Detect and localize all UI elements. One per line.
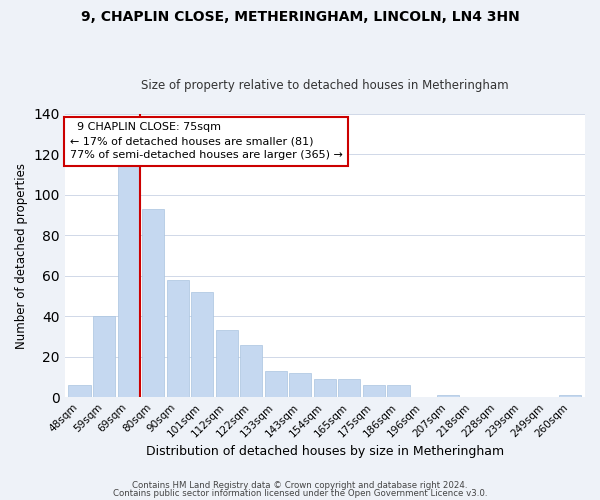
Bar bbox=[167, 280, 189, 397]
Text: 9, CHAPLIN CLOSE, METHERINGHAM, LINCOLN, LN4 3HN: 9, CHAPLIN CLOSE, METHERINGHAM, LINCOLN,… bbox=[80, 10, 520, 24]
Y-axis label: Number of detached properties: Number of detached properties bbox=[15, 162, 28, 348]
Text: Contains public sector information licensed under the Open Government Licence v3: Contains public sector information licen… bbox=[113, 488, 487, 498]
X-axis label: Distribution of detached houses by size in Metheringham: Distribution of detached houses by size … bbox=[146, 444, 504, 458]
Bar bbox=[559, 395, 581, 397]
Text: Contains HM Land Registry data © Crown copyright and database right 2024.: Contains HM Land Registry data © Crown c… bbox=[132, 481, 468, 490]
Bar bbox=[142, 209, 164, 397]
Bar bbox=[289, 373, 311, 397]
Bar bbox=[388, 385, 410, 397]
Bar bbox=[314, 379, 336, 397]
Bar bbox=[216, 330, 238, 397]
Text: 9 CHAPLIN CLOSE: 75sqm
← 17% of detached houses are smaller (81)
77% of semi-det: 9 CHAPLIN CLOSE: 75sqm ← 17% of detached… bbox=[70, 122, 343, 160]
Bar bbox=[93, 316, 115, 397]
Bar bbox=[437, 395, 458, 397]
Bar bbox=[240, 344, 262, 397]
Bar bbox=[338, 379, 361, 397]
Bar bbox=[68, 385, 91, 397]
Bar bbox=[265, 371, 287, 397]
Bar bbox=[191, 292, 213, 397]
Title: Size of property relative to detached houses in Metheringham: Size of property relative to detached ho… bbox=[141, 79, 509, 92]
Bar bbox=[118, 164, 140, 397]
Bar bbox=[363, 385, 385, 397]
